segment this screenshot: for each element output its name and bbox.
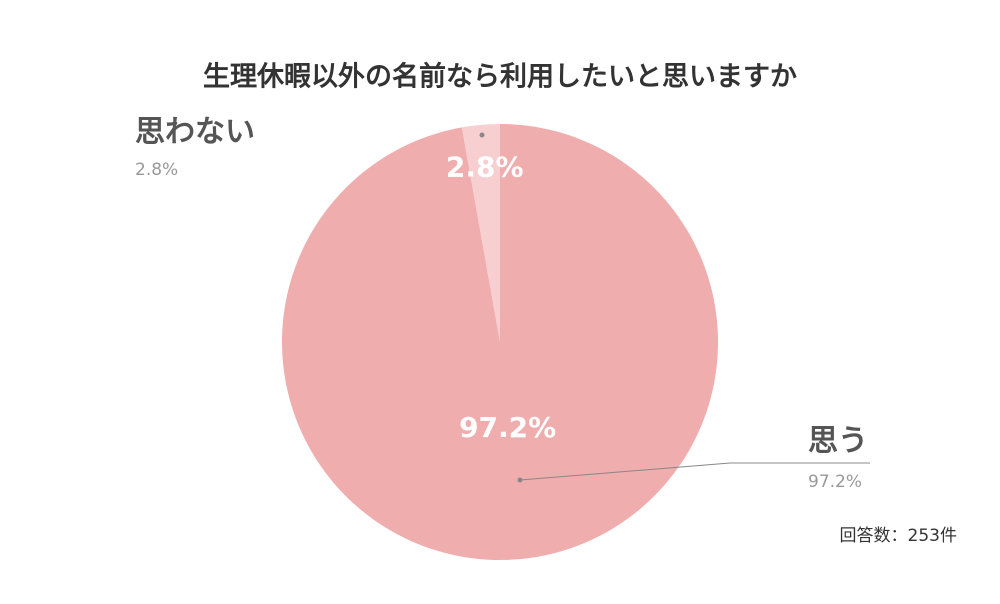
- slice-label: 97.2%: [459, 411, 556, 444]
- legend-value: 97.2%: [808, 472, 862, 492]
- legend-value: 2.8%: [135, 160, 178, 180]
- leader-dot: [479, 132, 485, 138]
- pie-slice: [282, 124, 719, 560]
- slice-label: 2.8%: [446, 150, 524, 183]
- pie-slice: [461, 124, 500, 342]
- legend-label: 思わない: [135, 115, 255, 150]
- leader-line: [519, 462, 870, 481]
- note: 回答数：253件: [840, 526, 957, 546]
- chart-title: 生理休暇以外の名前なら利用したいと思いますか: [203, 61, 797, 93]
- legend-label: 思う: [808, 424, 868, 459]
